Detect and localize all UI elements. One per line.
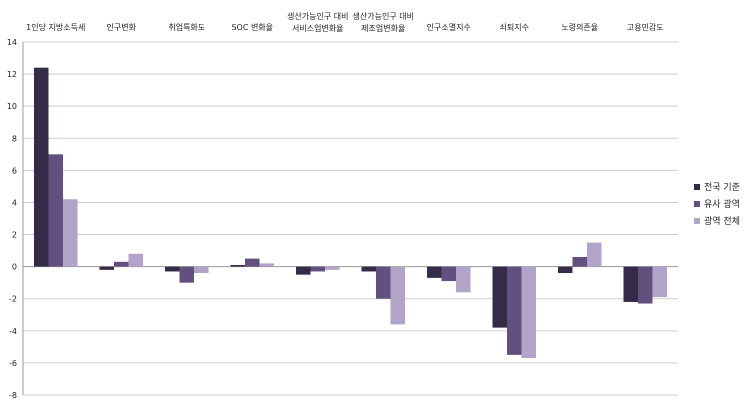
category-labels: 1인당 지방소득세 인구변화 취업특화도 SOC 변화율 생산가능인구 대비서비스업변화…: [26, 11, 663, 33]
bar: [587, 242, 602, 267]
y-tick-label: 2: [12, 231, 17, 240]
legend-swatch: [694, 218, 700, 224]
bar: [441, 266, 456, 282]
legend-label: 유사 광역: [704, 198, 740, 210]
y-tick-label: -8: [9, 391, 17, 399]
category-label: SOC 변화율: [231, 22, 273, 32]
bar: [99, 266, 114, 270]
category-label: 인구소멸지수: [427, 22, 471, 32]
y-tick-label: 14: [7, 38, 17, 47]
bars: [34, 67, 667, 359]
y-tick-label: 6: [12, 166, 17, 175]
bar: [623, 266, 638, 302]
y-tick-label: 4: [12, 198, 17, 207]
bar: [194, 266, 209, 274]
bar: [114, 261, 129, 267]
bar: [179, 266, 194, 283]
bar: [34, 67, 49, 267]
bar: [390, 266, 405, 325]
y-tick-label: 0: [12, 263, 17, 272]
category-label: 생산가능인구 대비: [353, 11, 414, 21]
y-tick-label: -4: [9, 327, 17, 336]
bar: [230, 265, 245, 267]
legend-label: 광역 전체: [704, 215, 740, 227]
bar: [361, 266, 376, 272]
y-tick-label: -6: [9, 359, 17, 368]
category-label: 노령의존율: [561, 22, 598, 32]
bar: [456, 266, 471, 293]
bar: [638, 266, 653, 304]
bar: [427, 266, 442, 278]
category-label: 인구변화: [107, 22, 137, 32]
gridlines: [22, 41, 678, 396]
y-axis-ticks: 14 12 10 8 6 4 2 0 -2 -4 -6 -8: [7, 38, 17, 399]
y-tick-label: -2: [9, 295, 17, 304]
y-tick-label: 10: [7, 102, 17, 111]
category-label: 서비스업변화율: [292, 23, 344, 33]
bar: [572, 257, 587, 267]
bar: [128, 253, 143, 267]
category-label: 쇠퇴지수: [500, 23, 529, 32]
bar: [165, 266, 180, 272]
bar: [325, 266, 340, 270]
bar: [63, 199, 78, 267]
bar: [492, 266, 507, 328]
bar: [245, 258, 260, 267]
legend-swatch: [694, 201, 700, 207]
y-tick-label: 8: [12, 134, 17, 143]
category-label: 생산가능인구 대비: [287, 11, 348, 21]
category-label: 1인당 지방소득세: [26, 22, 85, 32]
bar: [507, 266, 522, 355]
category-label: 취업특화도: [168, 23, 205, 32]
legend-label: 전국 기준: [704, 182, 740, 193]
bar: [521, 266, 536, 359]
y-tick-label: 12: [7, 70, 17, 79]
legend-swatch: [694, 184, 700, 190]
bar: [376, 266, 391, 299]
bar: [296, 266, 311, 275]
bar: [310, 266, 325, 272]
category-label: 제조업변화율: [361, 23, 405, 33]
bar: [259, 263, 274, 267]
bar: [48, 154, 63, 267]
category-label: 고용민감도: [627, 22, 664, 32]
bar: [652, 266, 667, 298]
bar: [558, 266, 573, 274]
